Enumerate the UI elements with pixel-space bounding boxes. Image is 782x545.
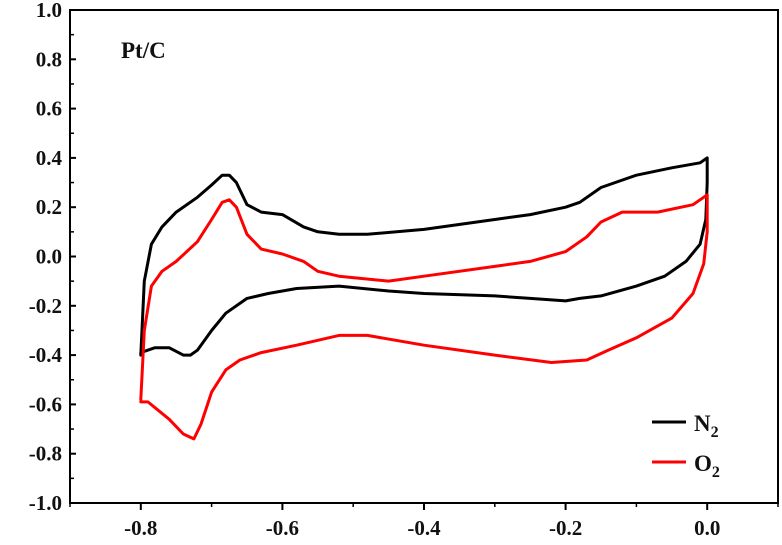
legend-series-subscript: 2 (711, 424, 719, 441)
y-tick-label: 1.0 (36, 0, 62, 22)
plot-frame (69, 9, 779, 504)
legend-label: N2 (694, 411, 719, 441)
y-tick-label: -1.0 (29, 491, 62, 515)
y-tick-label: 0.2 (36, 195, 62, 219)
y-tick-label: 0.4 (36, 146, 63, 170)
y-tick-label: -0.6 (29, 392, 62, 416)
chart-title: Pt/C (121, 38, 166, 63)
y-tick-label: -0.8 (29, 442, 62, 466)
x-tick-label: -0.6 (266, 516, 299, 540)
x-tick-label: 0.0 (694, 516, 720, 540)
x-axis-ticks: -0.8 -0.6 -0.4 -0.2 0.0 (69, 503, 779, 540)
legend-label: O2 (694, 451, 720, 481)
legend-series-name: O (694, 451, 712, 476)
series-line-o2 (139, 193, 709, 441)
legend-series-subscript: 2 (712, 464, 720, 481)
x-tick-label: -0.8 (124, 516, 157, 540)
y-axis-ticks: 1.0 0.8 0.6 0.4 0.2 0.0 -0.2 -0.4 -0.6 -0.8 -1.0 (29, 0, 76, 515)
y-tick-label: 0.6 (36, 97, 62, 121)
x-tick-label: -0.4 (407, 516, 441, 540)
x-tick-label: -0.2 (549, 516, 582, 540)
series-line-n2 (139, 156, 709, 357)
y-tick-label: 0.8 (36, 47, 62, 71)
y-tick-label: -0.4 (29, 343, 63, 367)
series-layer (139, 156, 709, 441)
y-tick-label: 0.0 (36, 245, 62, 269)
legend-series-name: N (694, 411, 711, 436)
y-tick-label: -0.2 (29, 294, 62, 318)
